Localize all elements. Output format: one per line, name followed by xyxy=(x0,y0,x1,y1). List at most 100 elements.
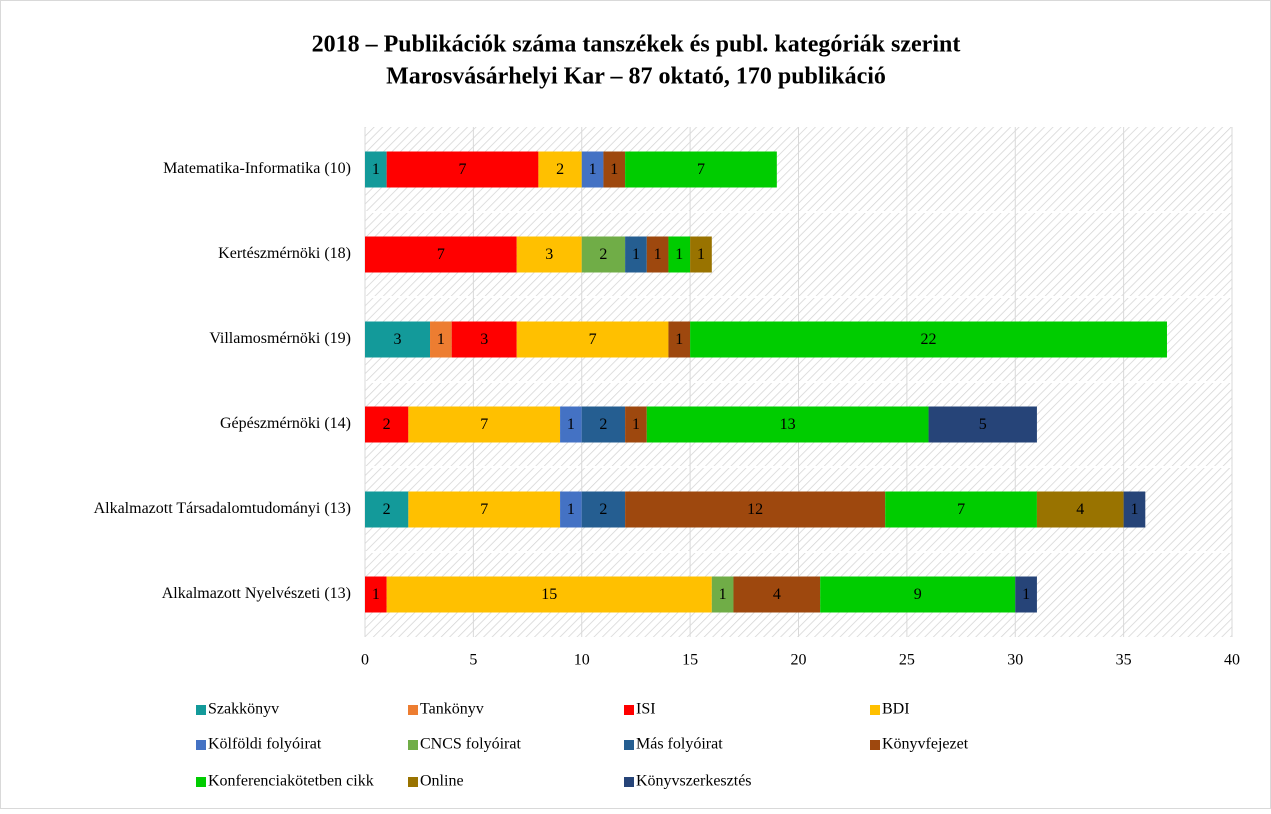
legend-swatch xyxy=(196,740,206,750)
chart-title: Marosvásárhelyi Kar – 87 oktató, 170 pub… xyxy=(386,64,886,90)
bar-segment xyxy=(668,236,691,273)
data-label: 3 xyxy=(545,246,553,263)
legend-label: ISI xyxy=(636,701,656,718)
bar-segment xyxy=(430,321,452,358)
bar-segment xyxy=(928,406,1037,443)
bar-segment xyxy=(581,491,626,528)
bar-segment xyxy=(820,576,1016,613)
bar-segment xyxy=(646,236,669,273)
x-tick-label: 5 xyxy=(469,652,477,669)
bar-segment xyxy=(365,406,409,443)
data-label: 1 xyxy=(437,331,445,348)
data-label: 1 xyxy=(567,501,575,518)
data-label: 4 xyxy=(1076,501,1084,518)
data-label: 1 xyxy=(675,246,683,263)
bar-segment xyxy=(690,321,1167,358)
data-label: 1 xyxy=(632,246,640,263)
legend-label: Kölföldi folyóirat xyxy=(208,736,322,753)
data-label: 2 xyxy=(383,501,391,518)
bar-segment xyxy=(386,151,539,188)
bar-segment xyxy=(668,321,691,358)
legend-label: CNCS folyóirat xyxy=(420,736,521,753)
legend-swatch xyxy=(624,777,634,787)
bar-segment xyxy=(538,151,582,188)
bar-segment xyxy=(690,236,712,273)
bar-segment xyxy=(560,406,582,443)
x-tick-label: 20 xyxy=(791,652,807,669)
bar-segment xyxy=(711,576,734,613)
bar-segment xyxy=(581,236,626,273)
legend-swatch xyxy=(408,740,418,750)
bar-segment xyxy=(365,151,387,188)
data-label: 5 xyxy=(979,416,987,433)
legend-label: Tankönyv xyxy=(420,701,484,718)
data-label: 22 xyxy=(921,331,937,348)
data-label: 7 xyxy=(480,501,488,518)
data-label: 4 xyxy=(773,586,781,603)
bar-segment xyxy=(386,576,712,613)
x-tick-label: 15 xyxy=(682,652,698,669)
x-tick-label: 0 xyxy=(361,652,369,669)
data-label: 1 xyxy=(719,586,727,603)
legend-label: Online xyxy=(420,773,464,790)
y-tick-label: Kertészmérnöki (18) xyxy=(218,245,351,262)
data-label: 7 xyxy=(437,246,445,263)
x-tick-label: 35 xyxy=(1116,652,1132,669)
bar-segment xyxy=(581,406,626,443)
bar-segment xyxy=(625,406,647,443)
legend-label: Könyvfejezet xyxy=(882,736,969,753)
legend-swatch xyxy=(624,740,634,750)
legend-label: Más folyóirat xyxy=(636,736,723,753)
bar-segment xyxy=(408,406,561,443)
bar-segment xyxy=(1015,576,1037,613)
legend-label: Konferenciakötetben cikk xyxy=(208,773,374,790)
y-tick-label: Alkalmazott Nyelvészeti (13) xyxy=(162,585,351,602)
data-label: 1 xyxy=(567,416,575,433)
data-label: 1 xyxy=(697,246,705,263)
data-label: 7 xyxy=(480,416,488,433)
data-label: 2 xyxy=(556,161,564,178)
bar-segment xyxy=(516,321,669,358)
legend-label: BDI xyxy=(882,701,910,718)
data-label: 2 xyxy=(599,246,607,263)
data-label: 1 xyxy=(589,161,597,178)
data-label: 1 xyxy=(1130,501,1138,518)
data-label: 9 xyxy=(914,586,922,603)
data-label: 2 xyxy=(599,501,607,518)
data-label: 2 xyxy=(383,416,391,433)
bar-segment xyxy=(733,576,821,613)
bar-segment xyxy=(646,406,929,443)
legend-swatch xyxy=(870,740,880,750)
bar-segment xyxy=(603,151,626,188)
bar-segment xyxy=(560,491,582,528)
data-label: 15 xyxy=(541,586,557,603)
x-tick-label: 40 xyxy=(1224,652,1240,669)
bar-segment xyxy=(365,236,517,273)
data-label: 1 xyxy=(675,331,683,348)
chart-title: 2018 – Publikációk száma tanszékek és pu… xyxy=(312,32,961,58)
bar-segment xyxy=(625,151,777,188)
data-label: 12 xyxy=(747,501,763,518)
data-label: 13 xyxy=(780,416,796,433)
bar-segment xyxy=(885,491,1037,528)
bar-segment xyxy=(625,491,886,528)
x-tick-label: 10 xyxy=(574,652,590,669)
legend-label: Könyvszerkesztés xyxy=(636,773,752,790)
data-label: 1 xyxy=(610,161,618,178)
bar-segment xyxy=(625,236,647,273)
data-label: 3 xyxy=(480,331,488,348)
y-tick-label: Matematika-Informatika (10) xyxy=(163,160,351,177)
legend-swatch xyxy=(196,777,206,787)
bar-segment xyxy=(581,151,604,188)
legend-swatch xyxy=(196,705,206,715)
legend-swatch xyxy=(870,705,880,715)
legend-swatch xyxy=(408,777,418,787)
data-label: 1 xyxy=(632,416,640,433)
data-label: 1 xyxy=(372,586,380,603)
bar-segment xyxy=(408,491,561,528)
bar-segment xyxy=(1123,491,1146,528)
x-tick-label: 25 xyxy=(899,652,915,669)
data-label: 7 xyxy=(459,161,467,178)
data-label: 7 xyxy=(589,331,597,348)
